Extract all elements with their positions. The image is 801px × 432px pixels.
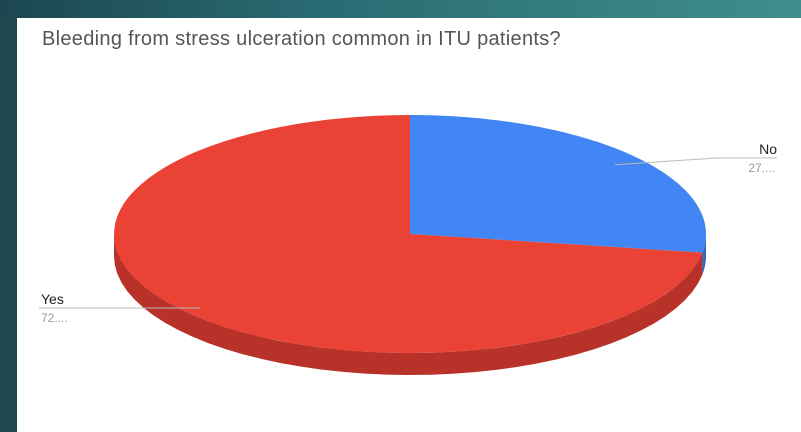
- leader-line-no: [615, 157, 718, 166]
- slice-label-yes: Yes: [41, 291, 64, 307]
- pie-depth-group: [114, 234, 706, 375]
- slice-label-no: No: [759, 141, 777, 157]
- pie-slice-yes: [114, 115, 703, 353]
- chart-title: Bleeding from stress ulceration common i…: [42, 28, 561, 50]
- pie-chart: No 27.... Yes 72....: [39, 115, 777, 375]
- pie-slices-group: [114, 115, 706, 353]
- slide-frame-top: [0, 0, 801, 18]
- pie-slice-no: [410, 115, 706, 253]
- slice-value-no: 27....: [748, 161, 775, 175]
- slide-canvas: Bleeding from stress ulceration common i…: [17, 18, 801, 432]
- pie-side-yes: [114, 234, 703, 375]
- slice-value-yes: 72....: [41, 311, 68, 325]
- pie-side-no: [702, 234, 706, 275]
